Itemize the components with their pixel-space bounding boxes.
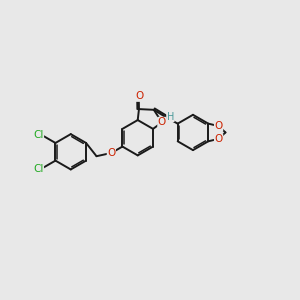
Text: Cl: Cl <box>33 164 43 174</box>
Text: H: H <box>167 112 174 122</box>
Text: Cl: Cl <box>33 130 43 140</box>
Text: O: O <box>158 117 166 127</box>
Text: O: O <box>214 134 223 144</box>
Text: O: O <box>214 121 223 131</box>
Text: O: O <box>107 148 116 158</box>
Text: O: O <box>135 91 144 101</box>
